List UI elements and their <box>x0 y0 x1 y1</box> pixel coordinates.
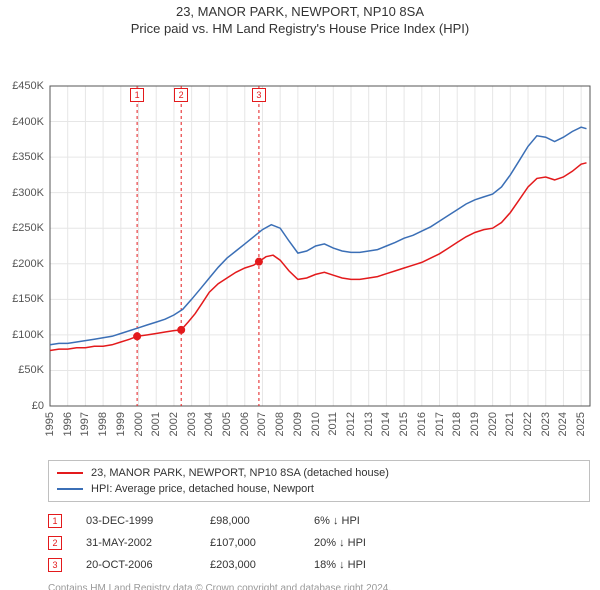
event-hpi-delta: 20% ↓ HPI <box>314 537 366 549</box>
x-tick-label: 2008 <box>274 412 286 436</box>
attribution-line-1: Contains HM Land Registry data © Crown c… <box>48 582 590 590</box>
event-marker: 2 <box>174 88 188 102</box>
x-tick-label: 2005 <box>221 412 233 436</box>
attribution: Contains HM Land Registry data © Crown c… <box>48 582 590 590</box>
x-tick-label: 2004 <box>203 412 215 436</box>
x-tick-label: 1995 <box>44 412 56 436</box>
event-row: 3 20-OCT-2006 £203,000 18% ↓ HPI <box>48 554 590 576</box>
event-table: 1 03-DEC-1999 £98,000 6% ↓ HPI 2 31-MAY-2002 £… <box>48 510 590 576</box>
x-tick-label: 2022 <box>522 412 534 436</box>
price-chart: £0 £50K £100K £150K £200K £250K £300K £350K £400… <box>0 38 600 454</box>
event-price: £98,000 <box>210 515 290 527</box>
event-price: £107,000 <box>210 537 290 549</box>
event-number-box: 3 <box>48 558 62 572</box>
y-tick-label: £350K <box>12 151 44 163</box>
x-tick-label: 2017 <box>434 412 446 436</box>
y-tick-label: £150K <box>12 293 44 305</box>
page-subtitle: Price paid vs. HM Land Registry's House … <box>0 21 600 36</box>
x-tick-label: 2020 <box>487 412 499 436</box>
chart-svg <box>0 38 600 454</box>
event-marker: 1 <box>130 88 144 102</box>
y-tick-label: £450K <box>12 80 44 92</box>
x-tick-label: 2023 <box>540 412 552 436</box>
x-tick-label: 1997 <box>79 412 91 436</box>
x-tick-label: 2015 <box>398 412 410 436</box>
legend-item-subject: 23, MANOR PARK, NEWPORT, NP10 8SA (detac… <box>57 465 581 481</box>
y-tick-label: £300K <box>12 187 44 199</box>
legend: 23, MANOR PARK, NEWPORT, NP10 8SA (detac… <box>48 460 590 502</box>
legend-label-hpi: HPI: Average price, detached house, Newp… <box>91 483 314 495</box>
x-tick-label: 1999 <box>115 412 127 436</box>
x-tick-label: 2007 <box>256 412 268 436</box>
event-hpi-delta: 18% ↓ HPI <box>314 559 366 571</box>
page-title: 23, MANOR PARK, NEWPORT, NP10 8SA <box>0 4 600 19</box>
event-date: 03-DEC-1999 <box>86 515 186 527</box>
x-tick-label: 2003 <box>186 412 198 436</box>
x-tick-label: 1998 <box>97 412 109 436</box>
x-tick-label: 2009 <box>292 412 304 436</box>
x-tick-label: 2024 <box>557 412 569 436</box>
legend-swatch-hpi <box>57 488 83 490</box>
x-tick-label: 2000 <box>133 412 145 436</box>
event-date: 20-OCT-2006 <box>86 559 186 571</box>
x-tick-label: 2018 <box>451 412 463 436</box>
legend-label-subject: 23, MANOR PARK, NEWPORT, NP10 8SA (detac… <box>91 467 389 479</box>
event-hpi-delta: 6% ↓ HPI <box>314 515 360 527</box>
legend-item-hpi: HPI: Average price, detached house, Newp… <box>57 481 581 497</box>
x-tick-label: 2001 <box>150 412 162 436</box>
y-tick-label: £400K <box>12 116 44 128</box>
x-tick-label: 2019 <box>469 412 481 436</box>
x-tick-label: 1996 <box>62 412 74 436</box>
x-tick-label: 2010 <box>310 412 322 436</box>
x-tick-label: 2016 <box>416 412 428 436</box>
event-row: 1 03-DEC-1999 £98,000 6% ↓ HPI <box>48 510 590 532</box>
event-marker: 3 <box>252 88 266 102</box>
y-tick-label: £100K <box>12 329 44 341</box>
event-row: 2 31-MAY-2002 £107,000 20% ↓ HPI <box>48 532 590 554</box>
x-tick-label: 2002 <box>168 412 180 436</box>
legend-swatch-subject <box>57 472 83 474</box>
x-tick-label: 2021 <box>504 412 516 436</box>
y-tick-label: £50K <box>18 364 44 376</box>
y-tick-label: £200K <box>12 258 44 270</box>
event-number-box: 1 <box>48 514 62 528</box>
x-tick-label: 2011 <box>327 412 339 436</box>
x-tick-label: 2014 <box>380 412 392 436</box>
x-tick-label: 2012 <box>345 412 357 436</box>
y-tick-label: £0 <box>32 400 44 412</box>
x-tick-label: 2025 <box>575 412 587 436</box>
event-number-box: 2 <box>48 536 62 550</box>
y-tick-label: £250K <box>12 222 44 234</box>
x-tick-label: 2013 <box>363 412 375 436</box>
event-date: 31-MAY-2002 <box>86 537 186 549</box>
x-tick-label: 2006 <box>239 412 251 436</box>
event-price: £203,000 <box>210 559 290 571</box>
